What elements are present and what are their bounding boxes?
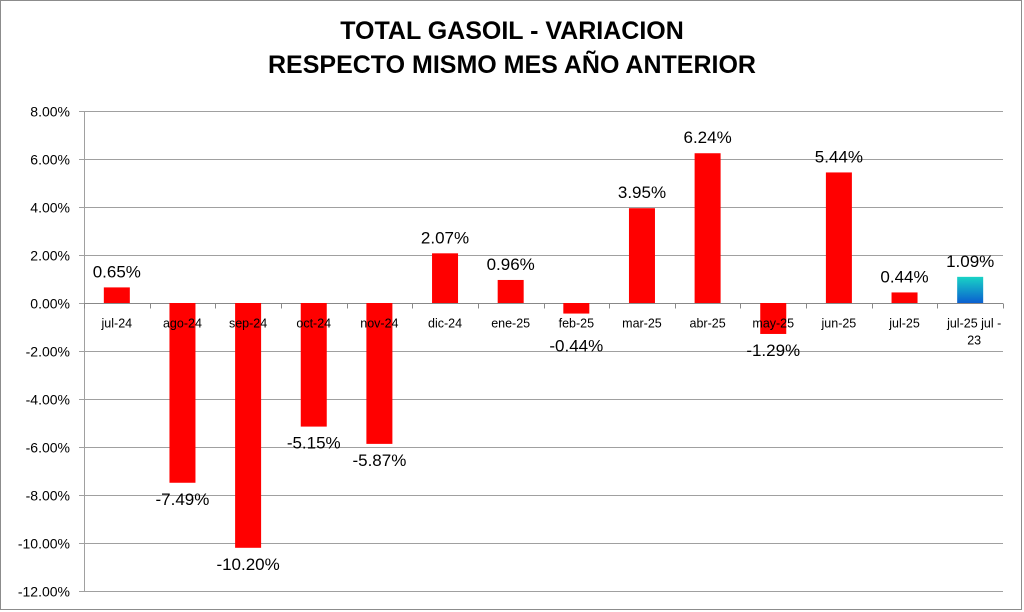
data-label: 2.07% [421,228,469,247]
data-label: 1.09% [946,252,994,271]
data-label: -5.87% [352,451,406,470]
x-tick-label: jul-24 [101,317,133,331]
bar [628,208,655,303]
x-tick-label: mar-25 [622,317,662,331]
bar [366,303,393,444]
data-label: -1.29% [746,341,800,360]
x-tick-label: ene-25 [491,317,530,331]
data-label: 6.24% [684,128,732,147]
y-tick-label: -12.00% [18,584,70,600]
y-tick-label: 6.00% [30,152,70,168]
x-tick-label: nov-24 [360,317,398,331]
title-line-2: RESPECTO MISMO MES AÑO ANTERIOR [267,51,756,79]
y-tick-label: -2.00% [26,344,70,360]
y-tick-label: -4.00% [26,392,70,408]
bar [957,276,984,303]
bar [563,303,590,314]
title-line-1: TOTAL GASOIL - VARIACION [340,17,684,45]
data-label: -7.49% [156,490,210,509]
bar [694,153,721,303]
y-tick-label: -8.00% [26,488,70,504]
bar [235,303,262,548]
x-tick-label: dic-24 [428,317,462,331]
bar [103,287,130,303]
data-label: 0.65% [93,262,141,281]
bar [891,292,918,303]
x-tick-label: feb-25 [559,317,594,331]
bar [169,303,196,483]
y-tick-label: -6.00% [26,440,70,456]
y-tick-label: 0.00% [30,296,70,312]
x-tick-label: sep-24 [229,317,267,331]
chart-title: TOTAL GASOIL - VARIACION RESPECTO MISMO … [0,14,1024,82]
x-tick-label: abr-25 [690,317,726,331]
x-tick-label: jul-25 [888,317,920,331]
data-label: -0.44% [549,337,603,356]
y-tick-label: 8.00% [30,104,70,120]
data-label: -10.20% [216,555,279,574]
bar [300,303,327,427]
bar [825,172,852,303]
x-tick-label: 23 [967,334,981,348]
y-tick-label: -10.00% [18,536,70,552]
data-label: 5.44% [815,147,863,166]
y-tick-label: 2.00% [30,248,70,264]
x-tick-label: jun-25 [821,317,857,331]
data-label: 0.96% [487,255,535,274]
x-tick-label: ago-24 [163,317,202,331]
data-label: 0.44% [880,267,928,286]
bar [432,253,459,303]
data-label: 3.95% [618,183,666,202]
y-tick-label: 4.00% [30,200,70,216]
x-tick-label: jul-25 jul - [946,317,1001,331]
x-tick-label: may-25 [752,317,794,331]
bar [497,279,524,303]
bar [760,303,787,334]
x-tick-label: oct-24 [296,317,331,331]
data-label: -5.15% [287,434,341,453]
